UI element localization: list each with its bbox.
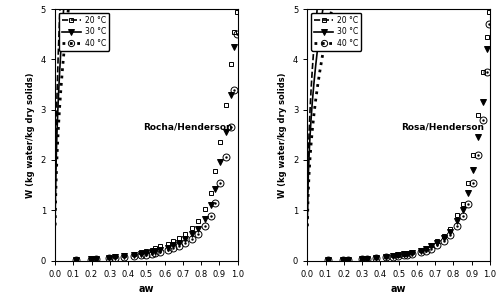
X-axis label: aw: aw (138, 284, 154, 294)
Text: Rocha/Henderson: Rocha/Henderson (143, 122, 233, 131)
Legend: 20 °C, 30 °C, 40 °C: 20 °C, 30 °C, 40 °C (59, 13, 109, 51)
Text: (a): (a) (62, 17, 78, 27)
Legend: 20 °C, 30 °C, 40 °C: 20 °C, 30 °C, 40 °C (311, 13, 362, 51)
Text: Rosa/Henderson: Rosa/Henderson (402, 122, 484, 131)
Y-axis label: W (kg water/kg dry solids): W (kg water/kg dry solids) (26, 72, 35, 198)
Text: (b): (b) (314, 17, 330, 27)
X-axis label: aw: aw (391, 284, 406, 294)
Y-axis label: W (kg water/kg dry solids): W (kg water/kg dry solids) (278, 72, 287, 198)
